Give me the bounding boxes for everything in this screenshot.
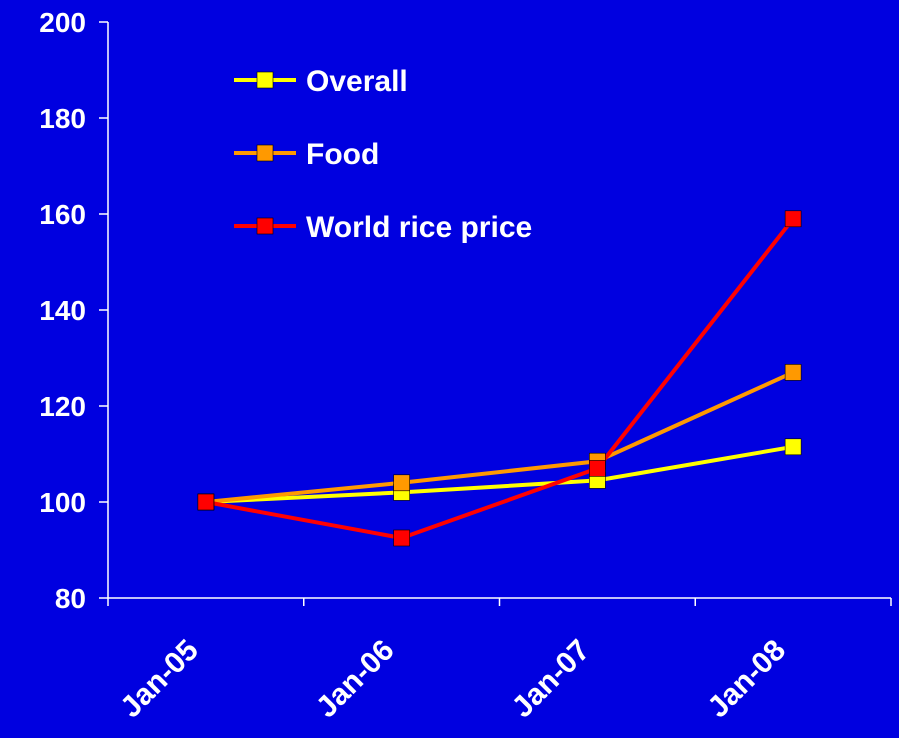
y-axis-ticks: 80 100 120 140 160 180 200 xyxy=(39,7,108,614)
data-point-2-2 xyxy=(589,460,606,477)
legend-label-1: Food xyxy=(306,138,379,171)
data-point-2-3 xyxy=(784,210,802,228)
data-point-2-1 xyxy=(393,529,410,547)
data-point-1-1 xyxy=(393,474,410,492)
legend-marker-2 xyxy=(256,217,274,235)
legend-label-2: World rice price xyxy=(306,211,532,244)
legend: Overall Food World rice price xyxy=(234,65,532,244)
y-tick-label: 80 xyxy=(55,583,86,614)
y-tick-label: 180 xyxy=(39,103,86,134)
y-tick-label: 140 xyxy=(39,295,86,326)
y-tick-label: 100 xyxy=(39,487,86,518)
legend-label-0: Overall xyxy=(306,65,408,98)
legend-marker-1 xyxy=(256,144,274,162)
series-line-2 xyxy=(205,217,795,540)
series-line-1 xyxy=(205,370,794,504)
data-point-1-3 xyxy=(784,364,802,381)
y-tick-label: 120 xyxy=(39,391,86,422)
y-tick-label: 200 xyxy=(39,7,86,38)
y-tick-label: 160 xyxy=(39,199,86,230)
data-point-2-0 xyxy=(197,493,215,511)
series-lines xyxy=(205,217,795,540)
series-line-0 xyxy=(205,444,794,504)
series-markers xyxy=(197,210,802,547)
data-point-0-3 xyxy=(784,438,802,456)
legend-marker-0 xyxy=(256,71,274,89)
